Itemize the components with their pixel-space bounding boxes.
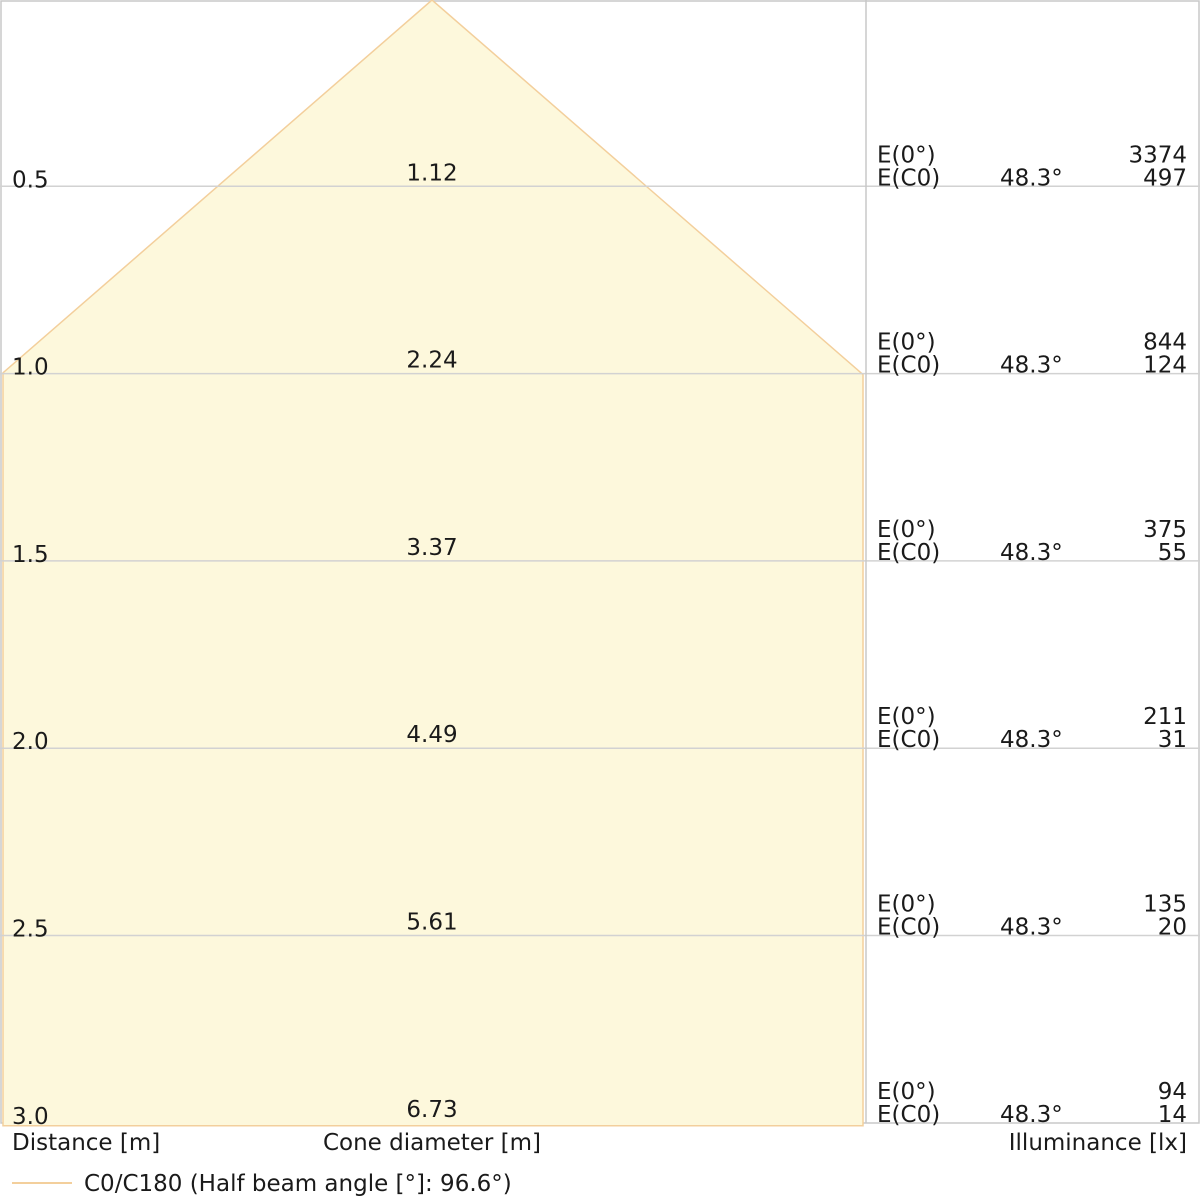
- e0-value: 211: [1143, 704, 1187, 730]
- e0-label: E(0°): [877, 704, 936, 730]
- distance-label: 1.5: [12, 542, 49, 568]
- diameter-label: 4.49: [406, 722, 457, 748]
- distance-label: 3.0: [12, 1104, 49, 1130]
- ec0-value: 14: [1158, 1102, 1187, 1128]
- angle-label: 48.3°: [1000, 353, 1063, 379]
- grid-lines: [0, 185, 1200, 937]
- e0-label: E(0°): [877, 892, 936, 918]
- e0-value: 135: [1143, 892, 1187, 918]
- angle-label: 48.3°: [1000, 165, 1063, 191]
- x-label-distance: Distance [m]: [12, 1130, 160, 1156]
- legend-label: C0/C180 (Half beam angle [°]: 96.6°): [84, 1171, 512, 1197]
- ec0-label: E(C0): [877, 353, 940, 379]
- ec0-value: 20: [1158, 915, 1187, 941]
- distance-label: 1.0: [12, 355, 49, 381]
- e0-value: 375: [1143, 517, 1187, 543]
- x-label-cone-diameter: Cone diameter [m]: [323, 1130, 541, 1156]
- e0-value: 94: [1158, 1079, 1187, 1105]
- diameter-label: 1.12: [406, 160, 457, 186]
- angle-label: 48.3°: [1000, 540, 1063, 566]
- angle-label: 48.3°: [1000, 727, 1063, 753]
- e0-label: E(0°): [877, 330, 936, 356]
- ec0-value: 497: [1143, 165, 1187, 191]
- angle-label: 48.3°: [1000, 915, 1063, 941]
- e0-value: 844: [1143, 330, 1187, 356]
- e0-label: E(0°): [877, 1079, 936, 1105]
- distance-label: 2.5: [12, 917, 49, 943]
- beam-cone-area: [2, 0, 864, 1127]
- ec0-label: E(C0): [877, 727, 940, 753]
- e0-label: E(0°): [877, 517, 936, 543]
- ec0-label: E(C0): [877, 540, 940, 566]
- ec0-value: 55: [1158, 540, 1187, 566]
- x-label-illuminance: Illuminance [lx]: [1009, 1130, 1187, 1156]
- ec0-value: 31: [1158, 727, 1187, 753]
- ec0-label: E(C0): [877, 165, 940, 191]
- ec0-label: E(C0): [877, 1102, 940, 1128]
- diameter-label: 2.24: [406, 348, 457, 374]
- ec0-label: E(C0): [877, 915, 940, 941]
- diameter-label: 5.61: [406, 910, 457, 936]
- diameter-label: 3.37: [406, 535, 457, 561]
- diameter-label: 6.73: [406, 1097, 457, 1123]
- angle-label: 48.3°: [1000, 1102, 1063, 1128]
- distance-label: 0.5: [12, 167, 49, 193]
- ec0-value: 124: [1143, 353, 1187, 379]
- e0-label: E(0°): [877, 142, 936, 168]
- distance-label: 2.0: [12, 729, 49, 755]
- e0-value: 3374: [1128, 142, 1187, 168]
